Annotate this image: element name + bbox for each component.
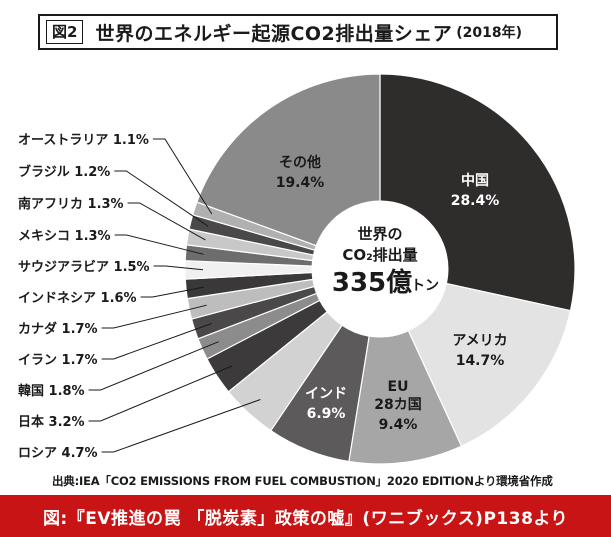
center-total-value: 335億 <box>332 268 412 298</box>
slice-value-2: 9.4% <box>379 417 418 433</box>
figure-label: 図2 <box>46 20 84 44</box>
outside-label-6: 韓国 1.8% <box>18 383 85 399</box>
chart-title-box: 図2 世界のエネルギー起源CO2排出量シェア (2018年) <box>38 14 558 50</box>
center-disk <box>311 200 449 338</box>
slice-label-0: 中国 <box>461 172 489 189</box>
slice-label-2: EU <box>388 379 409 395</box>
slice-label-15: その他 <box>279 154 321 171</box>
outside-label-10: サウジアラビア 1.5% <box>18 259 150 275</box>
outside-label-12: 南アフリカ 1.3% <box>18 196 124 212</box>
center-label-line2: CO₂排出量 <box>342 246 417 264</box>
slice-value-15: 19.4% <box>276 175 325 191</box>
slice-value-1: 14.7% <box>456 353 505 369</box>
slice-value-0: 28.4% <box>451 193 500 209</box>
slice-label-3: インド <box>305 386 347 402</box>
center-total-unit: トン <box>411 278 439 294</box>
source-note: 出典:IEA「CO2 EMISSIONS FROM FUEL COMBUSTIO… <box>52 474 553 488</box>
footer-banner: 図:『EV推進の罠 「脱炭素」政策の嘘』(ワニブックス)P138より <box>0 495 611 537</box>
leader-line-11 <box>114 234 204 255</box>
chart-year: (2018年) <box>456 25 523 41</box>
leader-line-10 <box>153 265 204 271</box>
slice-value-3: 6.9% <box>307 406 346 422</box>
slice-label-1: アメリカ <box>452 333 507 349</box>
outside-label-4: ロシア 4.7% <box>18 446 98 461</box>
outside-label-7: イラン 1.7% <box>18 353 98 368</box>
leader-line-4 <box>101 399 261 453</box>
leader-line-5 <box>88 365 233 422</box>
leader-line-7 <box>101 323 212 360</box>
outside-label-8: カナダ 1.7% <box>18 321 98 337</box>
slice-label-2: 28カ国 <box>374 397 421 413</box>
outside-label-13: ブラジル 1.2% <box>18 164 110 180</box>
leader-line-6 <box>88 341 219 391</box>
leader-line-9 <box>140 286 204 298</box>
leader-line-8 <box>101 304 207 329</box>
chart-title: 世界のエネルギー起源CO2排出量シェア <box>95 22 453 45</box>
leader-line-13 <box>114 170 209 227</box>
outside-label-5: 日本 3.2% <box>18 414 85 430</box>
leader-line-14 <box>152 138 213 215</box>
outside-label-9: インドネシア 1.6% <box>18 291 137 306</box>
center-label-line1: 世界の <box>357 225 402 243</box>
outside-label-11: メキシコ 1.3% <box>18 229 111 244</box>
outside-label-14: オーストラリア 1.1% <box>18 133 149 148</box>
leader-line-12 <box>127 202 206 241</box>
